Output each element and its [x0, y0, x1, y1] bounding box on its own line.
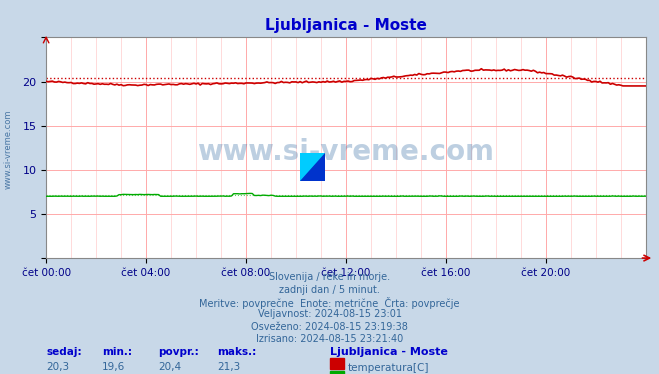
Text: sedaj:: sedaj:	[46, 347, 82, 357]
Text: Slovenija / reke in morje.: Slovenija / reke in morje.	[269, 272, 390, 282]
Text: povpr.:: povpr.:	[158, 347, 199, 357]
Polygon shape	[300, 153, 325, 181]
Text: Meritve: povprečne  Enote: metrične  Črta: povprečje: Meritve: povprečne Enote: metrične Črta:…	[199, 297, 460, 309]
Text: maks.:: maks.:	[217, 347, 257, 357]
Bar	[330, 358, 344, 369]
Text: Izrisano: 2024-08-15 23:21:40: Izrisano: 2024-08-15 23:21:40	[256, 334, 403, 344]
Text: 21,3: 21,3	[217, 362, 241, 372]
Text: www.si-vreme.com: www.si-vreme.com	[198, 138, 494, 166]
Text: 19,6: 19,6	[102, 362, 125, 372]
Text: zadnji dan / 5 minut.: zadnji dan / 5 minut.	[279, 285, 380, 295]
Bar	[330, 371, 344, 374]
Text: 20,4: 20,4	[158, 362, 181, 372]
Text: Veljavnost: 2024-08-15 23:01: Veljavnost: 2024-08-15 23:01	[258, 309, 401, 319]
Text: www.si-vreme.com: www.si-vreme.com	[3, 110, 13, 189]
Polygon shape	[300, 153, 325, 181]
Text: 20,3: 20,3	[46, 362, 69, 372]
Text: min.:: min.:	[102, 347, 132, 357]
Text: Ljubljanica - Moste: Ljubljanica - Moste	[330, 347, 447, 357]
Text: temperatura[C]: temperatura[C]	[348, 363, 430, 373]
Title: Ljubljanica - Moste: Ljubljanica - Moste	[265, 18, 427, 33]
Text: Osveženo: 2024-08-15 23:19:38: Osveženo: 2024-08-15 23:19:38	[251, 322, 408, 332]
Polygon shape	[300, 153, 325, 181]
